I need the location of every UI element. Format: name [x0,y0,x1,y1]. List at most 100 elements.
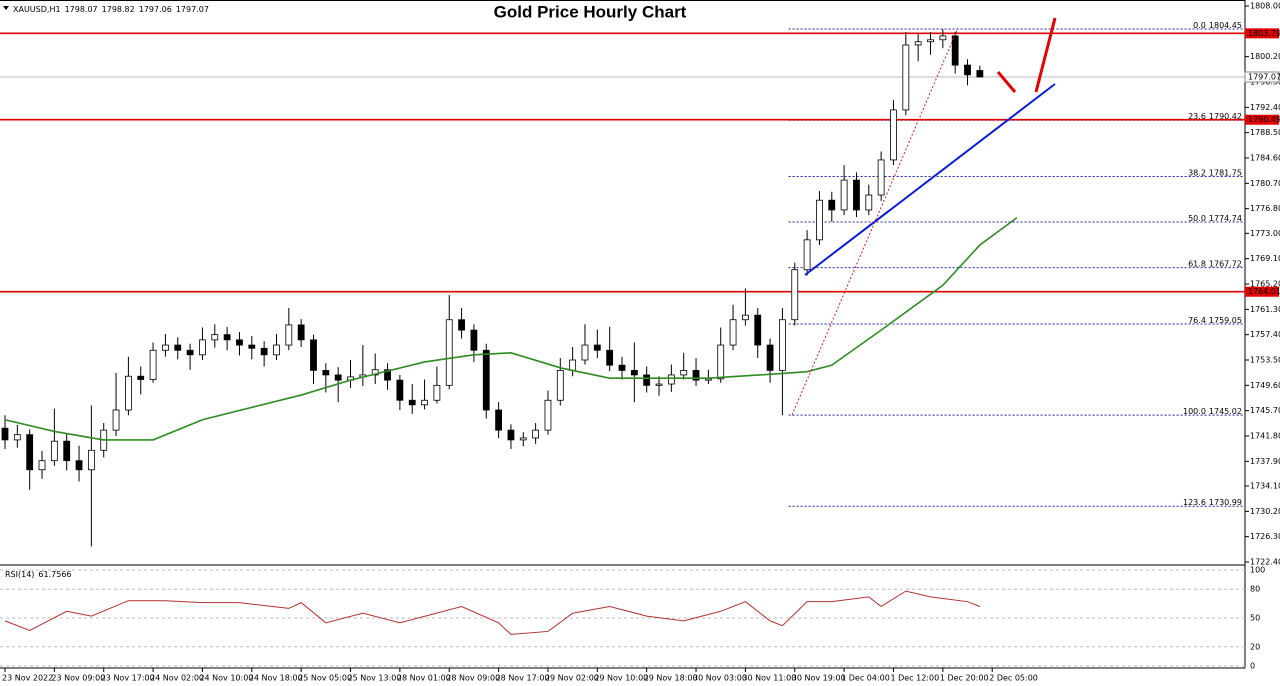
candle-body [803,239,811,271]
candle-body [63,440,71,462]
candle-body [322,369,330,376]
trend-line [804,83,1056,276]
x-tick-label: 25 Nov 13:00 [348,674,402,683]
candle-body [310,339,317,371]
candle-body [162,344,169,351]
x-tick-label: 25 Nov 05:00 [298,674,352,683]
fib-label: 100.0 1745.02 [1183,407,1242,416]
x-tick-label: 29 Nov 10:00 [594,674,648,683]
candle-body [174,344,182,351]
x-tick-label: 30 Nov 03:00 [693,674,747,683]
y-tick-label: 1784.60 [1250,153,1280,162]
candle-body [729,319,737,346]
moving-average [4,217,1018,441]
fib-price: 1767.72 [1209,259,1242,268]
low: 1797.06 [139,5,172,14]
rsi-header: RSI(14) 61.7566 [5,570,72,579]
candle-body [593,344,601,351]
y-tick-label: 1757.40 [1250,330,1280,339]
candle-body [223,334,231,341]
candle-body [285,324,293,346]
x-tick-label: 1 Dec 20:00 [940,674,989,683]
fib-level: 38.2 [1188,168,1206,177]
candle-body [125,375,132,411]
candle-body [433,384,441,401]
candle-body [408,399,416,406]
y-tick-label: 1808.00 [1250,2,1280,11]
candle-body [655,383,663,386]
close: 1797.07 [176,5,209,14]
chart-title: Gold Price Hourly Chart [494,2,687,21]
x-tick-label: 28 Nov 01:00 [397,674,451,683]
candle-body [951,35,959,66]
fib-label: 23.6 1790.42 [1188,112,1242,121]
candle-body [606,349,614,366]
level-label: 1764.01 [1248,287,1280,296]
candle-body [569,359,577,371]
y-tick-label: 1769.10 [1250,254,1280,263]
fib-level: 50.0 [1188,214,1206,223]
x-tick-label: 28 Nov 17:00 [496,674,550,683]
rsi-value: 61.7566 [38,570,71,579]
candle-body [717,344,725,380]
candle-body [927,39,934,43]
candle-body [964,64,971,76]
fib-label: 38.2 1781.75 [1188,168,1242,177]
candle-body [667,374,675,385]
candle-body [199,339,206,356]
y-tick-label: 1773.00 [1250,229,1280,238]
level-box [1245,286,1279,297]
candle-body [260,347,268,356]
x-tick-label: 23 Nov 09:00 [51,674,105,683]
candle-body [273,344,280,356]
x-tick-label: 23 Nov 17:00 [101,674,155,683]
candle-body [532,429,540,439]
candle-body [581,344,589,361]
level-label: 1790.49 [1248,115,1280,124]
fib-price: 1774.74 [1209,214,1242,223]
candle-body [371,369,379,376]
fib-price: 1759.05 [1209,315,1242,324]
arrow-up [1034,17,1057,93]
x-tick-label: 2 Dec 05:00 [989,674,1038,683]
y-tick-label: 20 [1250,642,1260,651]
x-tick-label: 29 Nov 02:00 [545,674,599,683]
header: XAUUSD,H1 1798.07 1798.82 1797.06 1797.07 [13,5,209,14]
fib-level: 61.8 [1188,259,1206,268]
candle-body [50,440,58,462]
candle-body [692,369,700,381]
candle-body [544,399,552,431]
candle-body [840,179,848,211]
y-tick-label: 1726.30 [1250,532,1280,541]
candle-body [87,449,95,471]
current-price-box [1244,71,1280,83]
candle-body [297,324,305,341]
candle-body [507,429,515,441]
fib-price: 1781.75 [1209,168,1242,177]
y-tick-label: 1761.30 [1250,305,1280,314]
candle-body [643,374,651,386]
candle-body [902,44,910,111]
candle-body [248,344,256,349]
candle-body [939,35,947,41]
candle-body [704,378,712,381]
y-tick-label: 1734.10 [1250,482,1280,491]
candle-body [13,434,21,441]
fib-label: 0.0 1804.45 [1193,21,1242,30]
candle-body [236,339,243,346]
high: 1798.82 [102,5,135,14]
candle-body [112,409,120,431]
candle-body [680,369,688,376]
candle-body [618,364,626,371]
candle-body [1,427,9,441]
candle-body [482,349,490,411]
candle-body [976,70,984,78]
candle-body [865,194,873,211]
fib-label: 123.6 1730.99 [1183,498,1242,507]
candle-body [816,199,823,241]
fib-price: 1745.02 [1209,407,1242,416]
fib-label: 50.0 1774.74 [1188,214,1242,223]
candle-body [445,319,453,386]
